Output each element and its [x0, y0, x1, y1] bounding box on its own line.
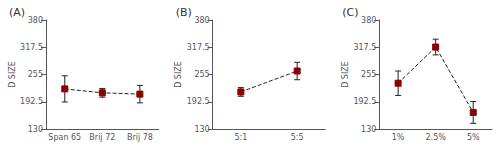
svg-text:380: 380 — [28, 16, 43, 25]
svg-text:130: 130 — [361, 125, 376, 134]
svg-text:D SIZE: D SIZE — [341, 61, 350, 88]
svg-text:5:1: 5:1 — [234, 133, 247, 142]
svg-text:317.5: 317.5 — [20, 43, 43, 52]
svg-text:Brij 78: Brij 78 — [127, 133, 153, 142]
svg-text:380: 380 — [361, 16, 376, 25]
svg-text:1%: 1% — [392, 133, 405, 142]
svg-text:255: 255 — [361, 70, 376, 79]
svg-text:2.5%: 2.5% — [426, 133, 447, 142]
svg-text:5:5: 5:5 — [291, 133, 304, 142]
svg-text:130: 130 — [28, 125, 43, 134]
svg-text:317.5: 317.5 — [187, 43, 210, 52]
svg-text:317.5: 317.5 — [353, 43, 376, 52]
svg-text:255: 255 — [194, 70, 209, 79]
svg-text:Brij 72: Brij 72 — [89, 133, 115, 142]
svg-text:D SIZE: D SIZE — [8, 61, 17, 88]
svg-text:(A): (A) — [9, 6, 25, 19]
svg-text:192.5: 192.5 — [20, 97, 43, 106]
svg-text:(B): (B) — [176, 6, 192, 19]
svg-text:192.5: 192.5 — [187, 97, 210, 106]
svg-text:(C): (C) — [342, 6, 358, 19]
svg-text:D SIZE: D SIZE — [174, 61, 183, 88]
svg-text:Span 65: Span 65 — [48, 133, 81, 142]
svg-text:192.5: 192.5 — [353, 97, 376, 106]
svg-text:130: 130 — [194, 125, 209, 134]
svg-text:255: 255 — [28, 70, 43, 79]
svg-text:5%: 5% — [467, 133, 480, 142]
svg-text:380: 380 — [194, 16, 209, 25]
